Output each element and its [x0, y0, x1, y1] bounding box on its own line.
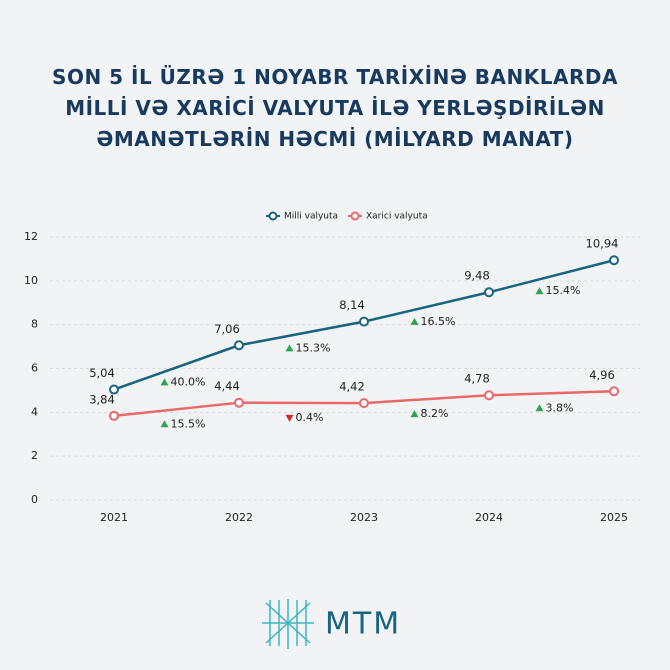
y-tick-label: 2: [31, 449, 38, 462]
y-tick-label: 12: [24, 230, 38, 243]
data-label: 4,44: [214, 379, 240, 393]
change-label: 8.2%: [421, 407, 449, 420]
data-point: [109, 410, 119, 421]
change-label: 15.4%: [546, 284, 581, 297]
legend-label: Xarici valyuta: [366, 212, 428, 222]
y-tick-label: 8: [31, 318, 38, 331]
y-tick-label: 6: [31, 362, 38, 375]
change-arrow: [285, 414, 294, 422]
data-point: [234, 397, 244, 408]
data-label: 10,94: [586, 237, 619, 251]
data-point: [609, 255, 619, 266]
change-label: 15.3%: [296, 341, 331, 354]
data-label: 4,78: [464, 372, 490, 386]
data-label: 7,06: [214, 322, 240, 336]
legend-marker: [268, 211, 278, 221]
data-point: [109, 384, 119, 395]
y-tick-label: 0: [31, 493, 38, 506]
data-point: [234, 340, 244, 351]
data-point: [484, 287, 494, 298]
change-label: 40.0%: [171, 375, 206, 388]
y-tick-label: 4: [31, 405, 38, 418]
legend-marker: [350, 211, 360, 221]
data-point: [359, 398, 369, 409]
change-arrow: [410, 317, 419, 325]
change-arrow: [285, 344, 294, 352]
change-label: 15.5%: [171, 417, 206, 430]
x-tick-label: 2021: [100, 511, 128, 524]
data-label: 3,84: [89, 392, 115, 406]
x-tick-label: 2024: [475, 511, 503, 524]
change-arrow: [535, 404, 544, 412]
change-arrow: [160, 378, 169, 386]
data-point: [359, 316, 369, 327]
data-point: [609, 386, 619, 397]
x-tick-label: 2023: [350, 511, 378, 524]
legend-label: Milli valyuta: [284, 212, 338, 222]
logo-text: MTM: [325, 607, 401, 642]
data-point: [484, 390, 494, 401]
y-tick-label: 10: [24, 274, 38, 287]
data-label: 8,14: [339, 298, 365, 312]
chart-title: SON 5 İL ÜZRƏ 1 NOYABR TARİXİNƏ BANKLARD…: [52, 65, 618, 151]
x-tick-label: 2022: [225, 511, 253, 524]
data-label: 4,96: [589, 368, 615, 382]
change-arrow: [535, 287, 544, 295]
data-label: 9,48: [464, 269, 490, 283]
data-label: 5,04: [89, 366, 115, 380]
change-arrow: [160, 420, 169, 428]
change-label: 0.4%: [296, 411, 324, 424]
change-arrow: [410, 410, 419, 418]
data-label: 4,42: [339, 380, 365, 394]
x-tick-label: 2025: [600, 511, 628, 524]
logo-icon: [262, 599, 314, 649]
change-label: 16.5%: [421, 315, 456, 328]
change-label: 3.8%: [546, 401, 574, 414]
